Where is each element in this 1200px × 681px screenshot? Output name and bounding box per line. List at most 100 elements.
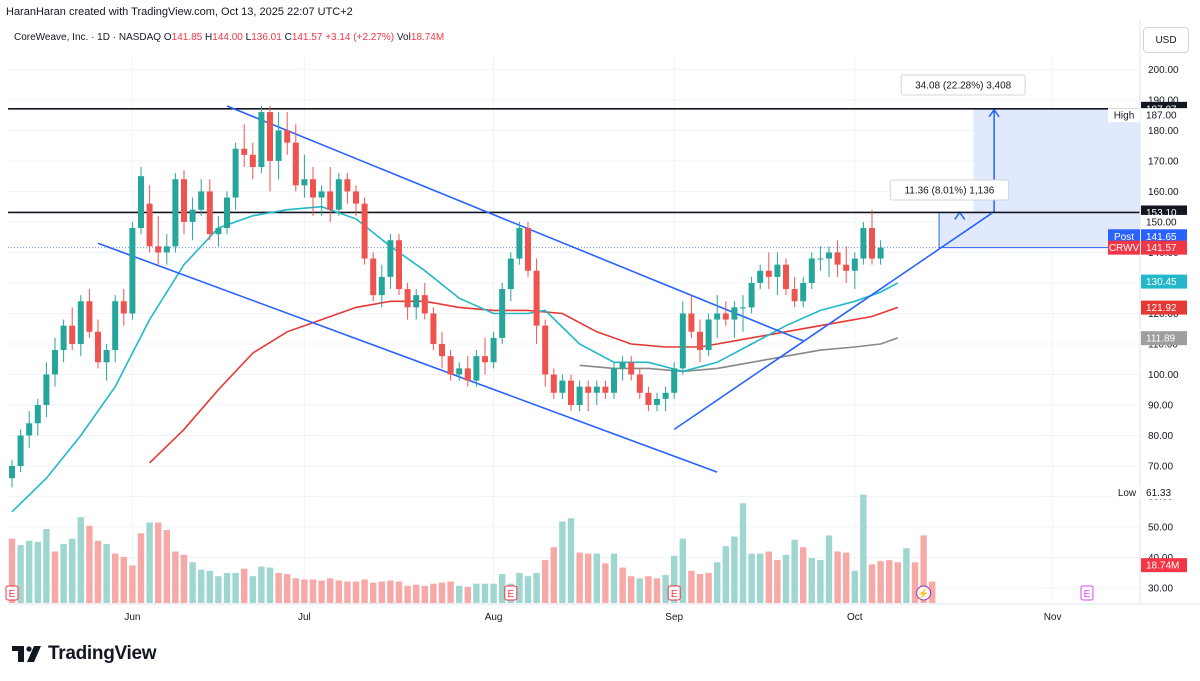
candle-body bbox=[783, 264, 789, 290]
volume-bar bbox=[275, 572, 282, 603]
volume-bar bbox=[533, 572, 540, 603]
price-tag-label-box bbox=[1114, 485, 1140, 500]
volume-bar bbox=[456, 585, 463, 603]
volume-bar bbox=[318, 580, 325, 603]
volume-bar bbox=[60, 544, 67, 603]
volume-bar bbox=[241, 568, 248, 603]
tradingview-brand: TradingView bbox=[48, 643, 157, 664]
volume-bar bbox=[258, 566, 265, 603]
currency-button[interactable]: USD bbox=[1143, 27, 1189, 53]
close-label: C bbox=[284, 32, 292, 43]
candle-body bbox=[808, 258, 815, 283]
candle-body bbox=[344, 179, 351, 192]
measure-label-primary: 34.08 (22.28%) 3,408 bbox=[915, 81, 1012, 92]
volume-bar bbox=[284, 574, 291, 603]
candle-body bbox=[353, 191, 359, 204]
ma-slow-line bbox=[579, 337, 899, 373]
volume-bar bbox=[129, 565, 136, 603]
price-tag-value: 121.92 bbox=[1146, 303, 1177, 314]
tradingview-logo[interactable]: TradingView bbox=[12, 643, 157, 665]
price-tag-label: Low bbox=[1118, 488, 1137, 499]
earnings-marker-label: E bbox=[1084, 589, 1091, 600]
candle-body bbox=[645, 392, 652, 405]
time-axis[interactable]: Jun Jul Aug Sep Oct Nov bbox=[8, 603, 1200, 623]
y-tick-label: 90.00 bbox=[1148, 400, 1173, 411]
volume-bar bbox=[43, 528, 50, 603]
volume-bar bbox=[524, 576, 532, 603]
volume-bar bbox=[662, 575, 669, 603]
volume-bar bbox=[748, 553, 755, 603]
volume-bar bbox=[791, 539, 798, 603]
x-tick-label: Jun bbox=[124, 612, 140, 623]
volume-bar bbox=[843, 552, 850, 603]
y-tick-label: 30.00 bbox=[1148, 584, 1173, 595]
candle-body bbox=[705, 319, 712, 351]
earnings-marker-label: E bbox=[507, 589, 514, 600]
change-value: +3.14 (+2.27%) bbox=[325, 32, 395, 43]
y-tick-label: 200.00 bbox=[1148, 65, 1179, 76]
open-label: O bbox=[163, 32, 172, 43]
candle-body bbox=[206, 191, 213, 235]
volume-bar bbox=[696, 574, 704, 603]
candle-body bbox=[249, 154, 256, 168]
volume-bar bbox=[344, 581, 351, 603]
x-tick-label: Sep bbox=[665, 612, 683, 623]
candle-body bbox=[275, 130, 282, 161]
volume-bar bbox=[137, 533, 145, 603]
volume-bar bbox=[155, 522, 162, 603]
volume-bar bbox=[335, 580, 342, 603]
volume-bar bbox=[180, 554, 188, 603]
volume-bar bbox=[722, 546, 729, 603]
price-axis[interactable]: 30.0040.0050.0060.0070.0080.0090.00100.0… bbox=[1108, 20, 1187, 603]
volume-bar bbox=[17, 545, 24, 603]
symbol-name[interactable]: CoreWeave, Inc. · 1D · NASDAQ bbox=[14, 32, 162, 43]
earnings-marker bbox=[1080, 585, 1094, 601]
candle-body bbox=[404, 289, 411, 308]
volume-bar bbox=[447, 581, 454, 603]
candle-body bbox=[774, 264, 781, 277]
trendline bbox=[97, 242, 718, 473]
price-tag-value: 130.45 bbox=[1146, 277, 1177, 288]
x-tick-label: Jul bbox=[298, 612, 311, 623]
volume-bar bbox=[370, 582, 377, 603]
event-markers[interactable]: E E E ⚡ E bbox=[5, 585, 1094, 601]
candle-body bbox=[602, 386, 609, 393]
volume-bar bbox=[94, 540, 102, 603]
x-tick-label: Aug bbox=[485, 612, 503, 623]
volume-bar bbox=[163, 530, 170, 603]
dividend-marker-label: ⚡ bbox=[917, 587, 929, 600]
measure-label-primary-box bbox=[900, 74, 1026, 96]
volume-bar bbox=[473, 583, 480, 603]
moving-averages bbox=[11, 205, 899, 513]
volume-bar bbox=[490, 583, 497, 603]
candle-body bbox=[421, 295, 428, 314]
trendlines[interactable] bbox=[97, 105, 993, 473]
volume-bar bbox=[903, 548, 910, 603]
high-label: H bbox=[205, 32, 213, 43]
candle-body bbox=[430, 313, 437, 344]
close-value: 141.57 bbox=[291, 32, 323, 43]
measure-label-secondary: 11.36 (8.01%) 1,136 bbox=[904, 186, 994, 197]
volume-bar bbox=[739, 503, 747, 603]
candle-body bbox=[447, 356, 454, 375]
low-value: 136.01 bbox=[251, 32, 282, 43]
volume-bar bbox=[593, 553, 600, 603]
candle-body bbox=[215, 228, 222, 235]
candle-body bbox=[654, 398, 660, 405]
volume-bar bbox=[232, 572, 239, 603]
horizontal-levels[interactable] bbox=[8, 108, 1140, 214]
candle-body bbox=[482, 356, 488, 363]
volume-bar bbox=[172, 551, 179, 603]
candle-body bbox=[456, 368, 463, 375]
grid bbox=[8, 56, 1140, 603]
candle-body bbox=[9, 466, 15, 479]
candle-body bbox=[834, 252, 841, 265]
volume-bar bbox=[86, 525, 93, 603]
y-tick-label: 170.00 bbox=[1148, 156, 1179, 167]
price-tag-value: 187.00 bbox=[1146, 111, 1177, 122]
y-tick-label: 180.00 bbox=[1148, 126, 1179, 137]
candle-body bbox=[95, 331, 101, 363]
volume-bar bbox=[421, 585, 428, 603]
volume-bar bbox=[800, 547, 807, 603]
